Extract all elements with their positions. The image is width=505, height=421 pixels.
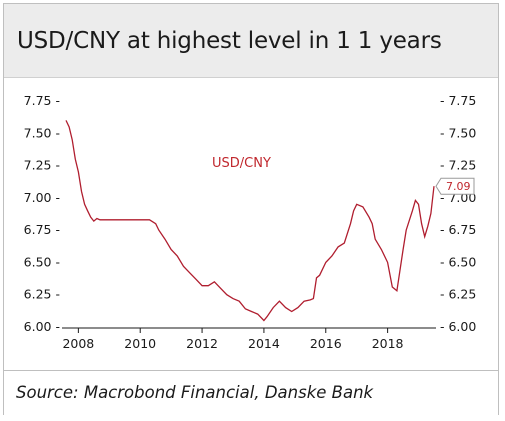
series-line-usdcny (65, 120, 435, 322)
y-tick-label-right: - 6.50 (440, 254, 476, 269)
y-tick-label-left: 7.00 - (24, 190, 60, 205)
y-axis-right: - 7.75- 7.50- 7.25- 7.00- 6.75- 6.50- 6.… (440, 93, 476, 334)
series-label: USD/CNY (212, 156, 271, 171)
x-tick-label: 2014 (248, 336, 280, 351)
y-tick-label-left: 6.00 - (24, 319, 60, 334)
x-tick-label: 2010 (124, 336, 156, 351)
y-tick-label-left: 7.50 - (24, 125, 60, 140)
x-tick-label: 2012 (186, 336, 218, 351)
y-tick-label-right: - 7.25 (440, 158, 476, 173)
source-band: Source: Macrobond Financial, Danske Bank (4, 370, 498, 416)
y-tick-label-right: - 6.25 (440, 287, 476, 302)
end-value-label: 7.09 (446, 180, 471, 193)
y-axis-left: 7.75 - 7.50 - 7.25 - 7.00 - 6.75 - 6.50 - 6.25… (24, 93, 60, 334)
source-note: Source: Macrobond Financial, Danske Bank (16, 383, 374, 402)
y-tick-label-left: 6.25 - (24, 287, 60, 302)
y-tick-label-left: 7.75 - (24, 93, 60, 108)
y-tick-label-right: - 6.75 (440, 222, 476, 237)
y-tick-label-right: - 7.75 (440, 93, 476, 108)
y-tick-label-left: 6.75 - (24, 222, 60, 237)
chart-title: USD/CNY at highest level in 1 1 years (17, 28, 442, 54)
y-tick-label-right: - 6.00 (440, 319, 476, 334)
x-tick-label: 2016 (310, 336, 342, 351)
y-tick-label-left: 7.25 - (24, 158, 60, 173)
chart-frame: USD/CNY at highest level in 1 1 years 7.… (3, 3, 499, 416)
end-value-callout: 7.09 (435, 177, 475, 195)
title-band: USD/CNY at highest level in 1 1 years (4, 4, 498, 78)
callout-box (435, 177, 475, 195)
x-tick-label: 2018 (372, 336, 404, 351)
x-axis: 2008 2010 2012 2014 2016 2018 (62, 328, 404, 351)
line-chart: 7.75 - 7.50 - 7.25 - 7.00 - 6.75 - 6.50 - 6.25… (24, 93, 477, 351)
x-tick-label: 2008 (62, 336, 94, 351)
y-tick-label-right: - 7.50 (440, 125, 476, 140)
y-tick-label-left: 6.50 - (24, 254, 60, 269)
